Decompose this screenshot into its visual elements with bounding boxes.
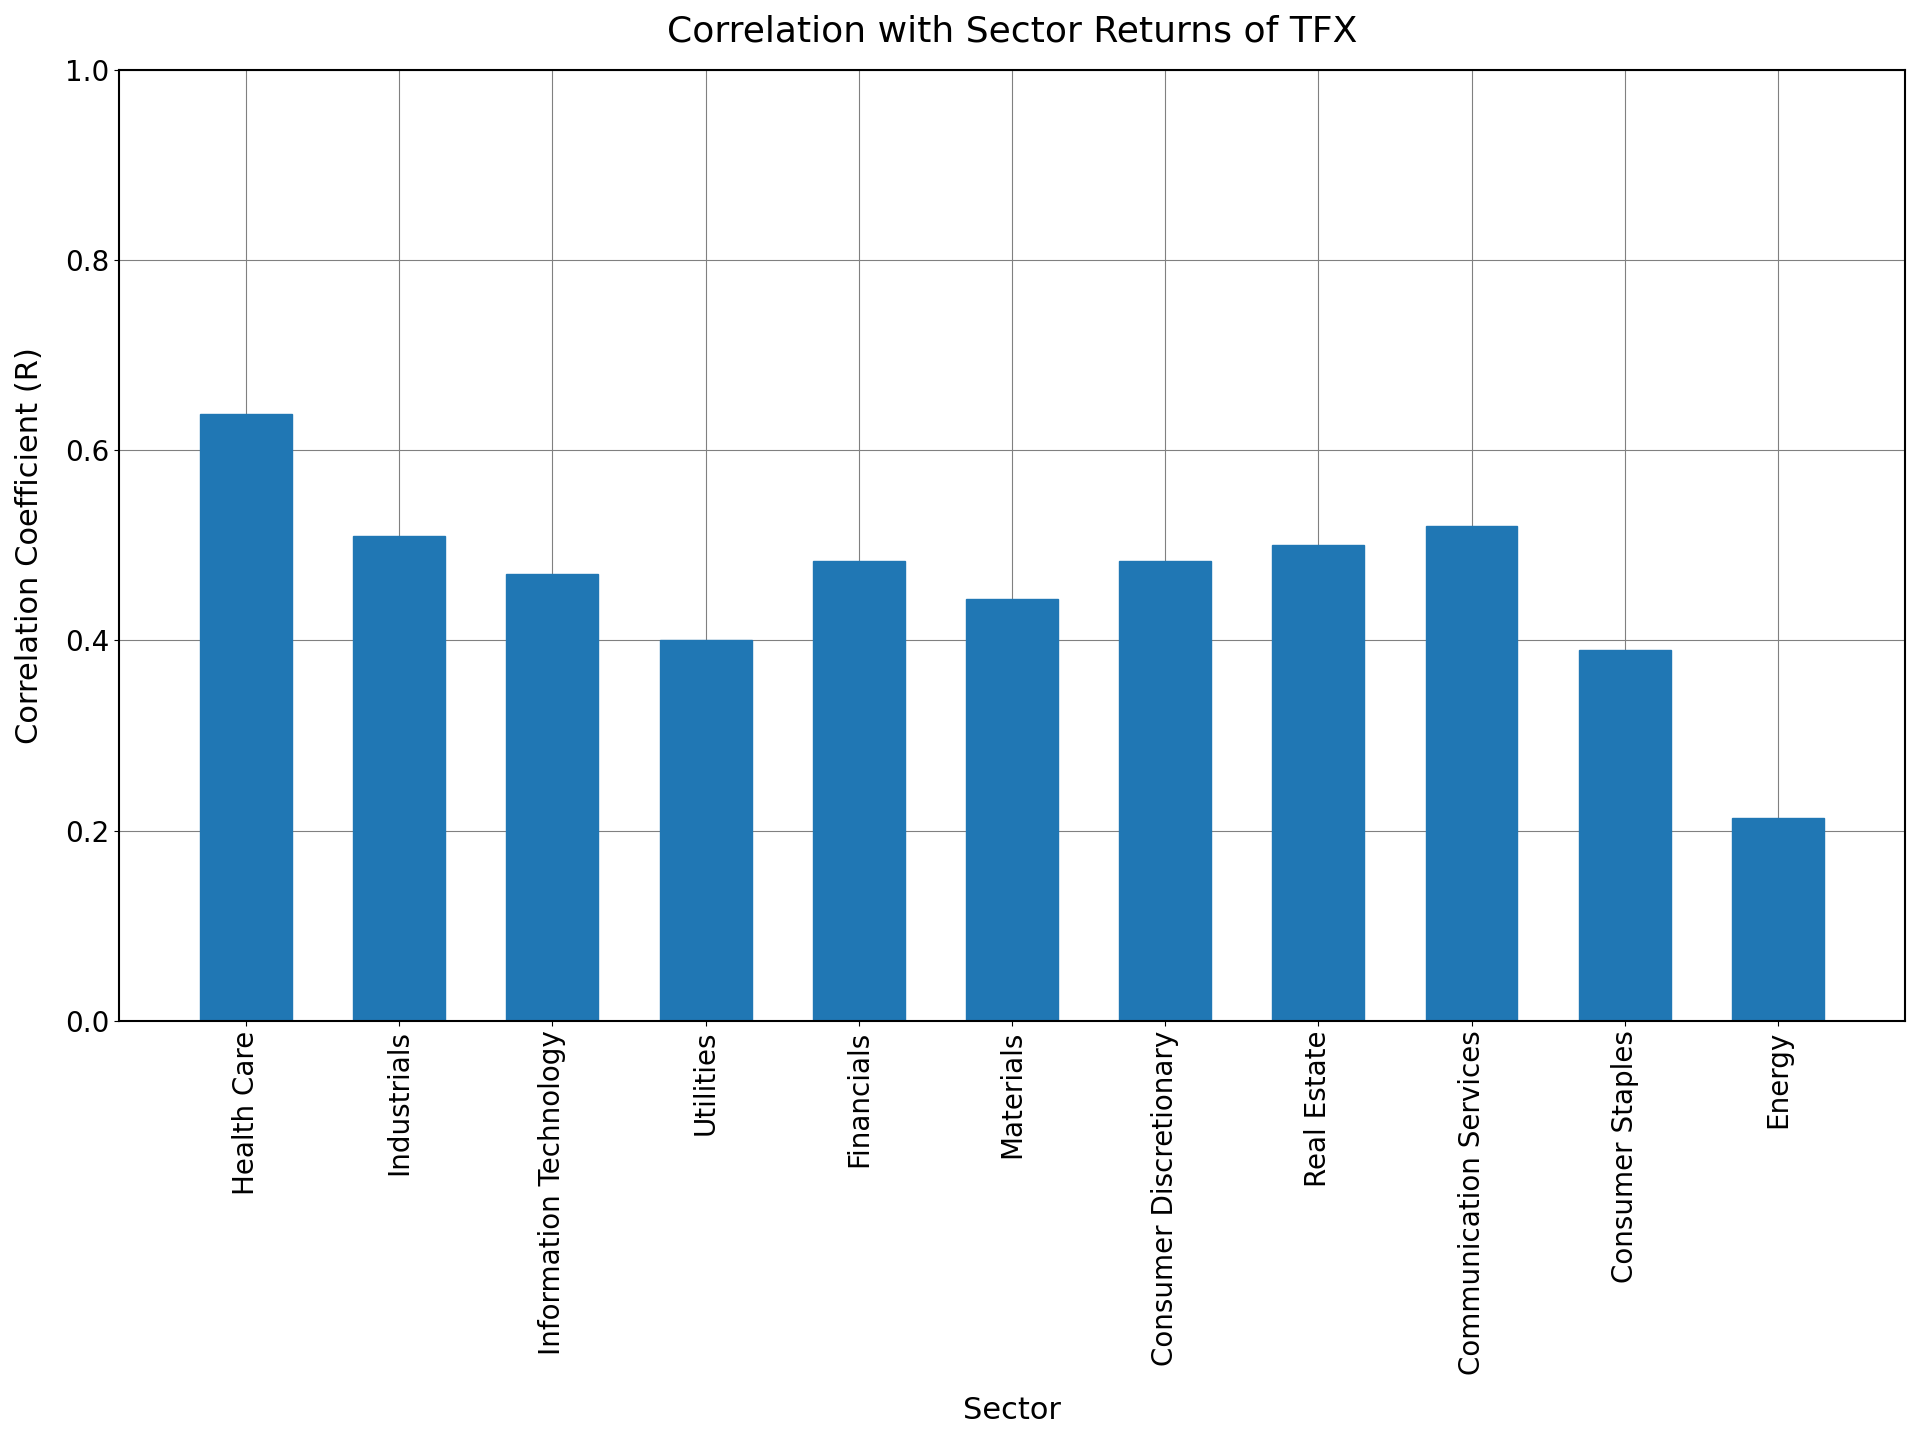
Bar <box>200 415 292 1021</box>
Bar <box>1119 562 1212 1021</box>
Bar <box>1425 526 1517 1021</box>
Bar <box>507 573 599 1021</box>
Bar <box>1732 818 1824 1021</box>
Bar <box>812 562 904 1021</box>
Y-axis label: Correlation Coefficient (R): Correlation Coefficient (R) <box>15 347 44 743</box>
Bar <box>966 599 1058 1021</box>
Bar <box>1273 546 1365 1021</box>
Title: Correlation with Sector Returns of TFX: Correlation with Sector Returns of TFX <box>666 14 1357 49</box>
Bar <box>660 641 751 1021</box>
Bar <box>1578 649 1670 1021</box>
Bar <box>353 536 445 1021</box>
X-axis label: Sector: Sector <box>964 1395 1062 1426</box>
